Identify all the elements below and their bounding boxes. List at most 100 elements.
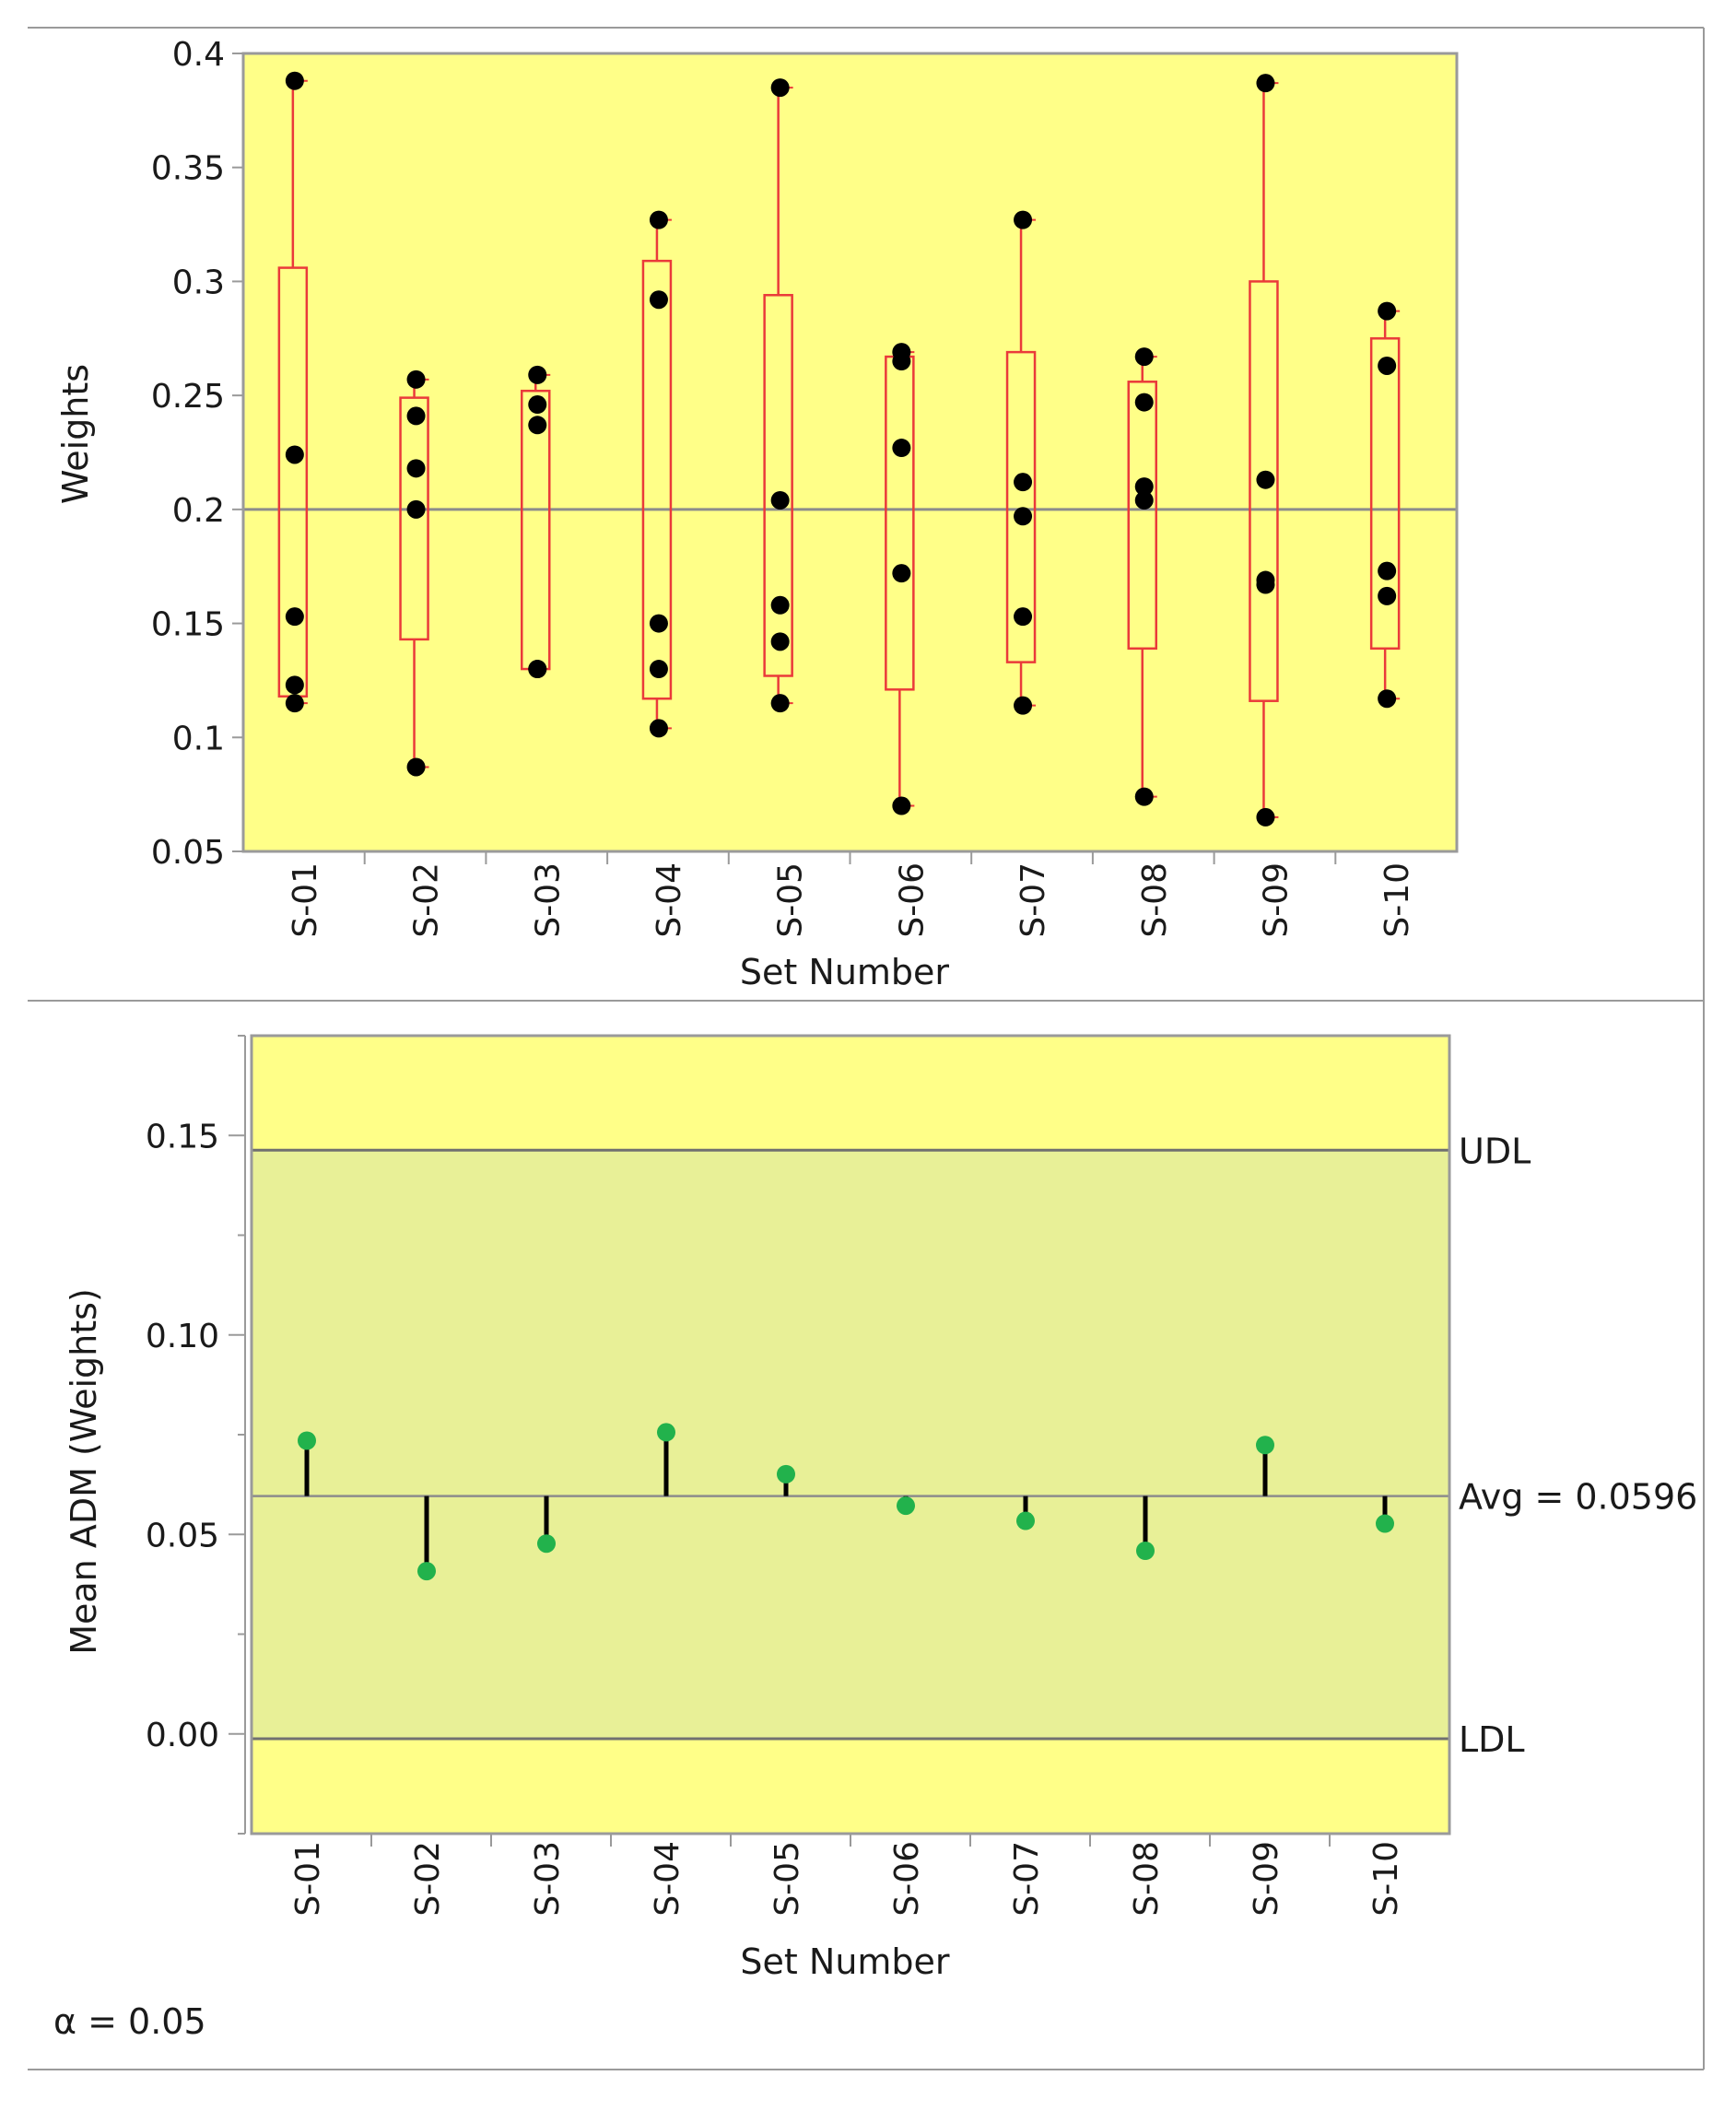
- mean-point: [417, 1562, 436, 1581]
- x-axis-title: Set Number: [740, 1941, 950, 1982]
- y-tick-label: 0.35: [151, 150, 225, 188]
- data-point: [406, 406, 426, 426]
- box-plot-frame: [241, 52, 1459, 853]
- box-plot-area: [243, 53, 1457, 851]
- data-point: [1378, 586, 1397, 605]
- y-tick-label: 0.00: [146, 1717, 219, 1754]
- y-tick-label: 0.3: [172, 264, 225, 301]
- data-point: [1256, 74, 1275, 93]
- box-s-09: [1249, 82, 1279, 818]
- x-tick-label: S-03: [529, 1841, 567, 1917]
- x-tick-label: S-05: [772, 862, 810, 938]
- box-body: [1005, 350, 1037, 663]
- data-point: [1014, 210, 1033, 229]
- decision-lines-group: [252, 1148, 1449, 1741]
- data-point: [528, 395, 547, 415]
- analysis-of-means-panel: 0.000.050.100.15 S-01 S-02 S-03 S-04 S-05 S-0…: [64, 1034, 1697, 1982]
- needle-s-10: [1376, 1495, 1394, 1533]
- y-tick-label: 0.1: [172, 720, 225, 757]
- needle-s-09: [1256, 1436, 1274, 1496]
- mean-point: [897, 1496, 915, 1516]
- data-point: [649, 660, 668, 679]
- x-axis-title: Set Number: [740, 952, 950, 992]
- data-point: [892, 796, 911, 815]
- data-point: [1014, 607, 1033, 627]
- x-tick-label: S-09: [1248, 1841, 1285, 1917]
- avg-label: Avg = 0.0596: [1459, 1477, 1697, 1518]
- data-point: [770, 595, 790, 615]
- x-tick-label: S-10: [1378, 862, 1416, 938]
- needle-s-03: [537, 1495, 556, 1554]
- box-body: [763, 294, 793, 677]
- mean-point: [1376, 1514, 1394, 1533]
- data-point: [406, 757, 426, 777]
- data-point: [892, 352, 911, 371]
- x-tick-label: S-02: [409, 1841, 447, 1917]
- data-point: [649, 210, 668, 229]
- data-point: [649, 719, 668, 738]
- data-point: [649, 290, 668, 310]
- box-body: [1127, 381, 1157, 651]
- data-point: [528, 416, 547, 435]
- data-point: [285, 607, 304, 627]
- data-point: [406, 499, 426, 519]
- box-body: [1369, 337, 1401, 651]
- data-point: [1256, 470, 1275, 489]
- data-point: [285, 71, 304, 90]
- data-point: [528, 660, 547, 679]
- mean-point: [1136, 1542, 1155, 1561]
- x-tick-label: S-06: [888, 1841, 926, 1917]
- mean-point: [657, 1423, 675, 1442]
- y-tick-label: 0.10: [146, 1318, 219, 1355]
- data-point: [770, 632, 790, 651]
- mean-point: [1016, 1511, 1035, 1530]
- mean-point: [1256, 1436, 1274, 1455]
- needle-s-07: [1016, 1495, 1035, 1530]
- y-tick-label: 0.05: [146, 1517, 219, 1554]
- needle-s-05: [777, 1464, 795, 1496]
- data-point: [1014, 696, 1033, 715]
- decision-band: [252, 1150, 1449, 1739]
- data-point: [1134, 490, 1154, 510]
- data-point: [1134, 787, 1154, 806]
- x-tick-label: S-05: [768, 1841, 806, 1917]
- x-tick-label: S-08: [1128, 1841, 1166, 1917]
- x-tick-label: S-09: [1257, 862, 1295, 938]
- data-point: [406, 369, 426, 389]
- x-tick-label: S-08: [1136, 862, 1174, 938]
- data-point: [770, 694, 790, 713]
- needle-s-08: [1136, 1495, 1155, 1561]
- data-point: [1014, 507, 1033, 526]
- box-body: [641, 259, 673, 700]
- data-point: [770, 490, 790, 510]
- needle-s-04: [657, 1423, 675, 1496]
- data-point: [528, 365, 547, 384]
- needle-s-02: [417, 1495, 436, 1581]
- data-point: [1378, 301, 1397, 321]
- data-point: [1256, 807, 1275, 827]
- x-tick-label: S-01: [289, 1841, 327, 1917]
- data-point: [770, 78, 790, 98]
- anom-plot-frame: [250, 1034, 1451, 1835]
- y-tick-label: 0.25: [151, 378, 225, 416]
- mean-point: [777, 1464, 795, 1484]
- data-point: [1378, 561, 1397, 581]
- x-tick-label: S-04: [651, 862, 688, 938]
- data-point: [892, 564, 911, 583]
- mean-point: [298, 1431, 316, 1450]
- data-point: [892, 439, 911, 458]
- mean-point: [537, 1534, 556, 1554]
- y-tick-label: 0.4: [172, 36, 225, 74]
- data-point: [1014, 473, 1033, 492]
- alpha-note: α = 0.05: [53, 2001, 206, 2042]
- y-tick-label: 0.15: [151, 606, 225, 644]
- x-tick-label: S-07: [1015, 862, 1052, 938]
- needle-s-01: [298, 1431, 316, 1496]
- points-group: [285, 71, 1397, 827]
- x-axis: S-01 S-02 S-03 S-04 S-05 S-06 S-07 S-08 S-09 S-10: [287, 851, 1416, 938]
- x-tick-label: S-01: [287, 862, 324, 938]
- x-tick-label: S-10: [1367, 1841, 1405, 1917]
- data-point: [285, 694, 304, 713]
- x-tick-label: S-04: [649, 1841, 686, 1917]
